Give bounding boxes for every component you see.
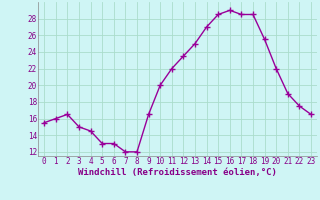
X-axis label: Windchill (Refroidissement éolien,°C): Windchill (Refroidissement éolien,°C) bbox=[78, 168, 277, 177]
